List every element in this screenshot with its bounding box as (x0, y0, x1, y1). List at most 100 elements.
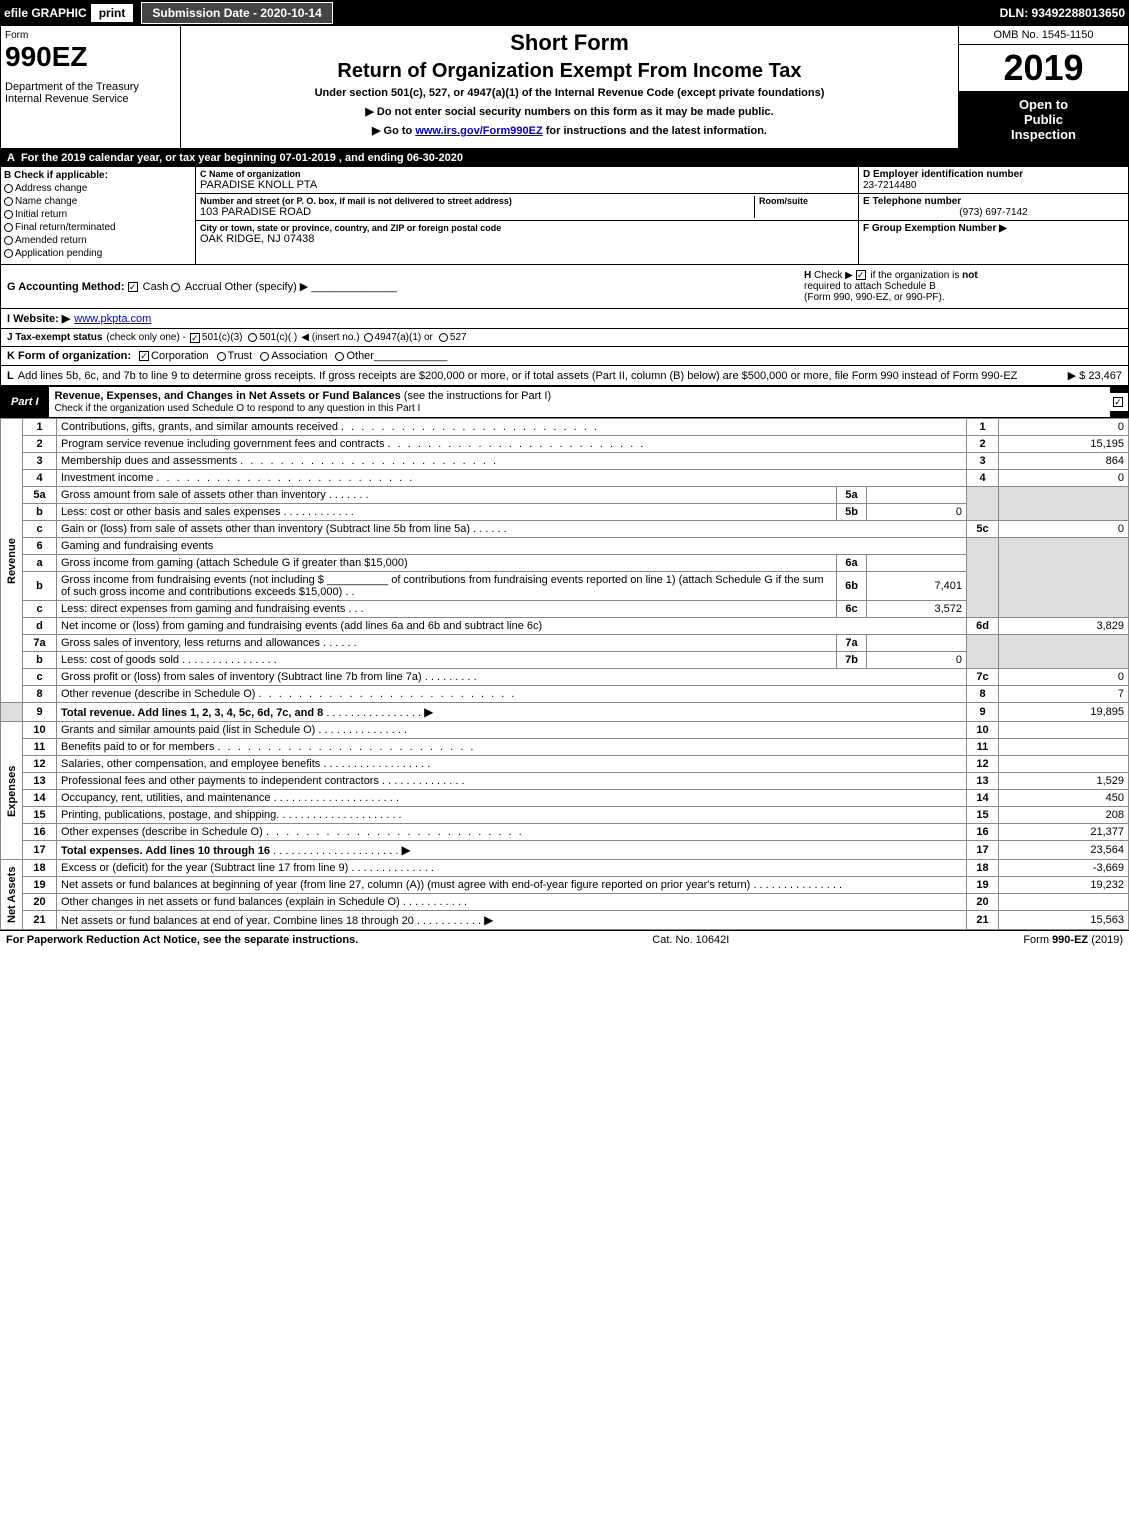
opt-application-pending[interactable]: Application pending (4, 248, 192, 259)
inspection-line2: Public (963, 112, 1124, 127)
d-label: D Employer identification number (863, 169, 1023, 180)
cash-checkbox[interactable]: ✓ (128, 282, 138, 292)
section-h: H Check ▶ ✓ if the organization is not r… (802, 268, 1122, 305)
k-opt1: Trust (228, 350, 253, 362)
h-not: not (962, 270, 978, 281)
h-text1: Check ▶ (814, 270, 853, 281)
part1-title: Revenue, Expenses, and Changes in Net As… (49, 387, 1110, 417)
k-opt0: Corporation (151, 350, 208, 362)
line-5b: b Less: cost or other basis and sales ex… (1, 504, 1129, 521)
c-label: C Name of organization (200, 169, 854, 179)
k-trust-radio[interactable] (217, 352, 226, 361)
l-text: Add lines 5b, 6c, and 7b to line 9 to de… (18, 370, 1060, 382)
form-header: Form 990EZ Department of the Treasury In… (0, 26, 1129, 149)
amt-8: 7 (999, 686, 1129, 703)
accrual-radio[interactable] (171, 283, 180, 292)
amt-9: 19,895 (999, 703, 1129, 722)
footer-right: Form 990-EZ (2019) (1023, 934, 1123, 946)
amt-13: 1,529 (999, 773, 1129, 790)
j-opt1: 501(c)(3) (202, 332, 243, 343)
line-7c: c Gross profit or (loss) from sales of i… (1, 669, 1129, 686)
instruction-2: ▶ Go to www.irs.gov/Form990EZ for instru… (185, 124, 954, 137)
j-4947-radio[interactable] (364, 333, 373, 342)
header-left: Form 990EZ Department of the Treasury In… (1, 26, 181, 148)
b-label: B (4, 170, 11, 181)
h-label: H (804, 270, 811, 281)
line-1: Revenue 1 Contributions, gifts, grants, … (1, 419, 1129, 436)
h-text3: required to attach Schedule B (804, 281, 936, 292)
line-5c: c Gain or (loss) from sale of assets oth… (1, 521, 1129, 538)
subamt-7a (867, 635, 967, 652)
subamt-5a (867, 487, 967, 504)
line-7b: b Less: cost of goods sold . . . . . . .… (1, 652, 1129, 669)
line-7a: 7a Gross sales of inventory, less return… (1, 635, 1129, 652)
line-19: 19 Net assets or fund balances at beginn… (1, 877, 1129, 894)
inspection-line3: Inspection (963, 127, 1124, 142)
opt-final-return[interactable]: Final return/terminated (4, 222, 192, 233)
k-other-radio[interactable] (335, 352, 344, 361)
subtitle: Under section 501(c), 527, or 4947(a)(1)… (185, 87, 954, 99)
section-c: C Name of organization PARADISE KNOLL PT… (196, 167, 858, 264)
part1-header: Part I Revenue, Expenses, and Changes in… (0, 386, 1129, 418)
part1-checkbox[interactable]: ✓ (1110, 393, 1128, 411)
line-8: 8 Other revenue (describe in Schedule O)… (1, 686, 1129, 703)
j-opt3: 4947(a)(1) or (375, 332, 433, 343)
subamt-6a (867, 555, 967, 572)
j-527-radio[interactable] (439, 333, 448, 342)
amt-4: 0 (999, 470, 1129, 487)
line-4: 4 Investment income 4 0 (1, 470, 1129, 487)
j-sub: (check only one) - (106, 332, 185, 343)
j-501c-radio[interactable] (248, 333, 257, 342)
subamt-6b: 7,401 (867, 572, 967, 601)
website-link[interactable]: www.pkpta.com (74, 313, 151, 325)
line-18: Net Assets 18 Excess or (deficit) for th… (1, 860, 1129, 877)
g-label: G Accounting Method: (7, 281, 125, 293)
amt-5c: 0 (999, 521, 1129, 538)
line-21: 21 Net assets or fund balances at end of… (1, 911, 1129, 930)
line-17: 17 Total expenses. Add lines 10 through … (1, 841, 1129, 860)
j-opt2: 501(c)( ) (259, 332, 297, 343)
row-i: I Website: ▶ www.pkpta.com (0, 309, 1129, 329)
ein: 23-7214480 (863, 180, 916, 191)
line-10: Expenses 10 Grants and similar amounts p… (1, 722, 1129, 739)
opt-initial-return[interactable]: Initial return (4, 209, 192, 220)
k-label: K Form of organization: (7, 350, 131, 362)
submission-date: Submission Date - 2020-10-14 (141, 2, 332, 24)
amt-14: 450 (999, 790, 1129, 807)
amt-6d: 3,829 (999, 618, 1129, 635)
j-501c3-checkbox[interactable]: ✓ (190, 333, 200, 343)
topbar: efile GRAPHIC print Submission Date - 20… (0, 0, 1129, 26)
line-13: 13 Professional fees and other payments … (1, 773, 1129, 790)
h-checkbox[interactable]: ✓ (856, 270, 866, 280)
header-right: OMB No. 1545-1150 2019 Open to Public In… (958, 26, 1128, 148)
opt-amended-return[interactable]: Amended return (4, 235, 192, 246)
k-assoc-radio[interactable] (260, 352, 269, 361)
line-16: 16 Other expenses (describe in Schedule … (1, 824, 1129, 841)
amt-17: 23,564 (999, 841, 1129, 860)
irs-link[interactable]: www.irs.gov/Form990EZ (415, 125, 542, 137)
l-amount: ▶ $ 23,467 (1068, 369, 1122, 382)
amt-10 (999, 722, 1129, 739)
opt-name-change[interactable]: Name change (4, 196, 192, 207)
f-label: F Group Exemption Number ▶ (863, 223, 1007, 234)
k-opt2: Association (271, 350, 327, 362)
form-label: Form (5, 30, 176, 41)
line-12: 12 Salaries, other compensation, and emp… (1, 756, 1129, 773)
opt-address-change[interactable]: Address change (4, 183, 192, 194)
line-5a: 5a Gross amount from sale of assets othe… (1, 487, 1129, 504)
j-label: J Tax-exempt status (7, 332, 102, 343)
print-button[interactable]: print (91, 4, 134, 22)
line-14: 14 Occupancy, rent, utilities, and maint… (1, 790, 1129, 807)
org-name: PARADISE KNOLL PTA (200, 179, 317, 191)
line-6: 6 Gaming and fundraising events (1, 538, 1129, 555)
dept-irs: Internal Revenue Service (5, 93, 176, 105)
section-b: B Check if applicable: Address change Na… (1, 167, 196, 264)
other-label: Other (specify) ▶ (225, 281, 309, 293)
j-opt4: 527 (450, 332, 467, 343)
h-text4: (Form 990, 990-EZ, or 990-PF). (804, 292, 945, 303)
subamt-6c: 3,572 (867, 601, 967, 618)
amt-12 (999, 756, 1129, 773)
k-corp-checkbox[interactable]: ✓ (139, 351, 149, 361)
h-text2: if the organization is (870, 270, 959, 281)
inst2-pre: ▶ Go to (372, 125, 415, 137)
